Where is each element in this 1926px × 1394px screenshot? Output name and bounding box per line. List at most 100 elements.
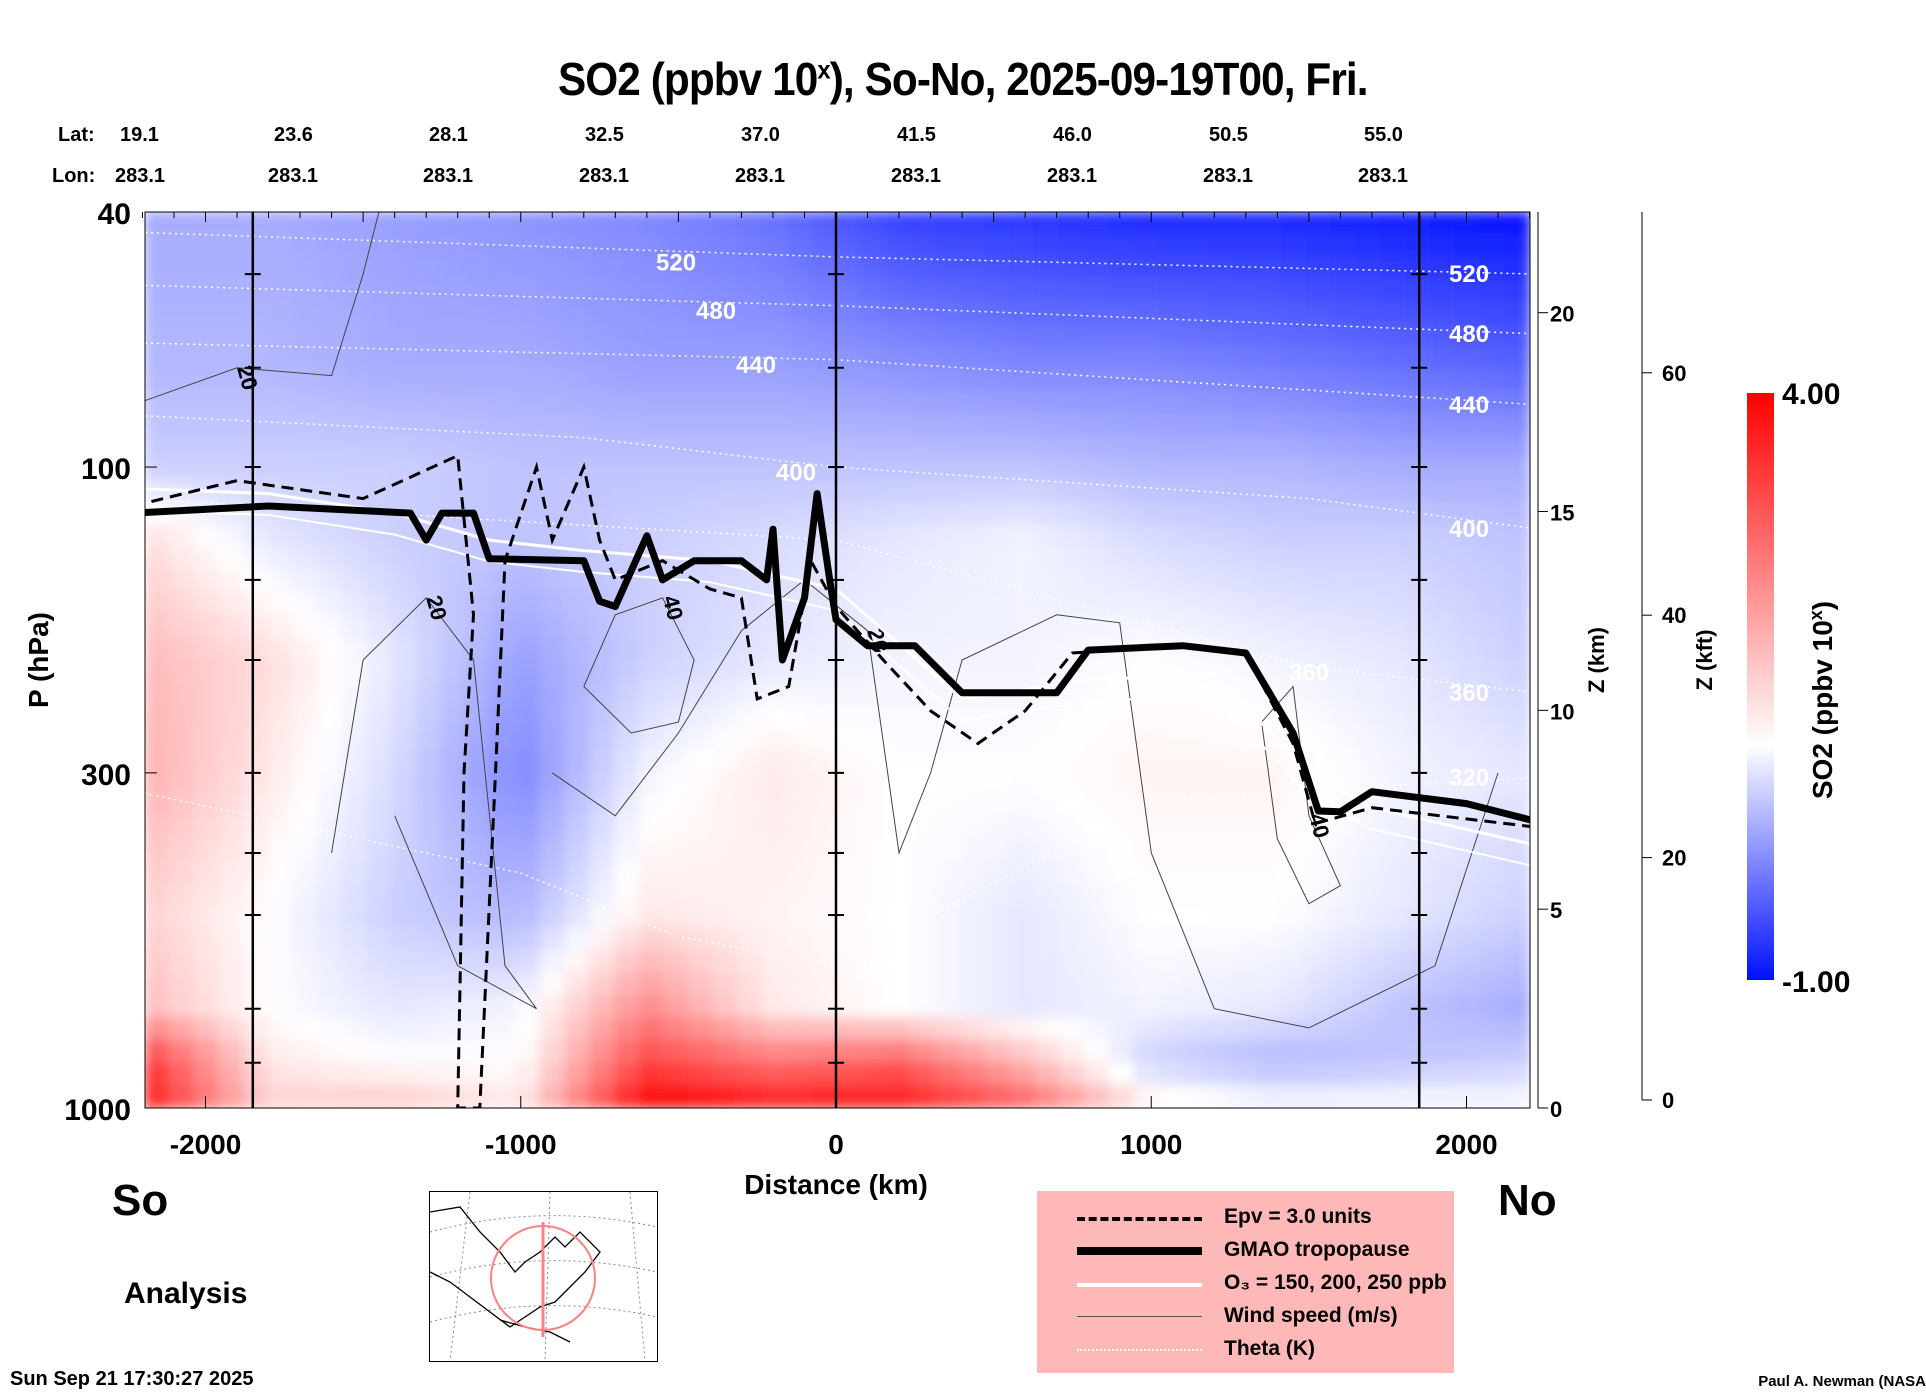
heatmap-cell: [1355, 636, 1383, 661]
heatmap-cell: [218, 278, 245, 303]
heatmap-cell: [1281, 591, 1309, 617]
heatmap-cell: [762, 390, 790, 415]
heatmap-cell: [1281, 950, 1309, 975]
heatmap-cell: [1331, 927, 1358, 953]
heatmap-cell: [836, 726, 864, 751]
heatmap-cell: [490, 905, 517, 930]
heatmap-cell: [564, 748, 592, 773]
heatmap-cell: [539, 726, 567, 751]
heatmap-cell: [613, 457, 641, 482]
heatmap-cell: [737, 838, 765, 863]
heatmap-cell: [1133, 614, 1161, 639]
heatmap-cell: [218, 367, 245, 393]
heatmap-cell: [935, 412, 963, 437]
heatmap-cell: [292, 905, 320, 930]
heatmap-cell: [811, 659, 839, 684]
heatmap-cell: [1108, 703, 1136, 729]
heatmap-cell: [688, 950, 715, 975]
heatmap-cell: [787, 748, 814, 773]
heatmap-cell: [1454, 771, 1482, 796]
heatmap-cell: [762, 681, 790, 706]
heatmap-cell: [193, 569, 221, 594]
heatmap-cell: [1034, 412, 1062, 437]
heatmap-cell: [613, 300, 641, 325]
heatmap-cell: [1479, 412, 1507, 437]
heatmap-cell: [935, 345, 963, 370]
heatmap-cell: [712, 457, 740, 482]
heatmap-cell: [317, 614, 344, 639]
heatmap-cell: [168, 659, 196, 684]
heatmap-cell: [1454, 905, 1482, 930]
heatmap-cell: [1430, 435, 1457, 460]
heatmap-cell: [1059, 1017, 1086, 1042]
heatmap-cell: [1083, 255, 1111, 281]
heatmap-cell: [1083, 972, 1111, 997]
heatmap-cell: [762, 927, 790, 953]
heatmap-cell: [267, 771, 295, 796]
heatmap-cell: [811, 815, 839, 841]
heatmap-cell: [514, 614, 542, 639]
heatmap-cell: [663, 838, 691, 863]
heatmap-cell: [638, 883, 666, 908]
heatmap-cell: [564, 860, 592, 885]
heatmap-cell: [1034, 255, 1062, 281]
heatmap-cell: [861, 771, 888, 796]
heatmap-cell: [1430, 345, 1457, 370]
heatmap-cell: [391, 1039, 419, 1065]
heatmap-cell: [663, 300, 691, 325]
heatmap-cell: [787, 435, 814, 460]
heatmap-cell: [292, 390, 320, 415]
heatmap-cell: [490, 1062, 517, 1087]
heatmap-cell: [1009, 771, 1037, 796]
heatmap-cell: [317, 726, 344, 751]
heatmap-cell: [836, 681, 864, 706]
heatmap-cell: [1059, 569, 1086, 594]
heatmap-cell: [638, 345, 666, 370]
heatmap-cell: [1232, 300, 1259, 325]
heatmap-cell: [589, 681, 616, 706]
heatmap-cell: [1009, 300, 1037, 325]
y-tick-label: 300: [81, 759, 131, 792]
heatmap-cell: [836, 278, 864, 303]
heatmap-cell: [1108, 547, 1136, 572]
heatmap-cell: [1232, 278, 1259, 303]
heatmap-cell: [564, 681, 592, 706]
heatmap-cell: [861, 255, 888, 281]
heatmap-cell: [712, 255, 740, 281]
heatmap-cell: [514, 412, 542, 437]
heatmap-cell: [613, 278, 641, 303]
heatmap-cell: [193, 255, 221, 281]
heatmap-cell: [1281, 233, 1309, 258]
heatmap-cell: [242, 390, 270, 415]
heatmap-cell: [1207, 927, 1235, 953]
heatmap-cell: [440, 323, 468, 348]
heatmap-cell: [145, 591, 171, 617]
heatmap-cell: [762, 748, 790, 773]
heatmap-cell: [960, 614, 987, 639]
analysis-label: Analysis: [124, 1277, 248, 1310]
heatmap-cell: [1158, 1017, 1185, 1042]
heatmap-cell: [1331, 278, 1358, 303]
heatmap-cell: [935, 748, 963, 773]
heatmap-cell: [242, 1084, 270, 1108]
heatmap-cell: [712, 591, 740, 617]
heatmap-cell: [960, 278, 987, 303]
heatmap-cell: [613, 748, 641, 773]
heatmap-cell: [145, 883, 171, 908]
heatmap-cell: [317, 860, 344, 885]
heatmap-cell: [1331, 435, 1358, 460]
heatmap-cell: [1133, 681, 1161, 706]
heatmap-cell: [589, 636, 616, 661]
heatmap-cell: [613, 681, 641, 706]
heatmap-cell: [341, 726, 369, 751]
colorbar-max-label: 4.00: [1782, 378, 1840, 411]
heatmap-cell: [1355, 1084, 1383, 1108]
heatmap-cell: [737, 1039, 765, 1065]
heatmap-cell: [292, 636, 320, 661]
heatmap-cell: [1454, 748, 1482, 773]
heatmap-cell: [218, 659, 245, 684]
heatmap-cell: [960, 1017, 987, 1042]
heatmap-cell: [935, 1062, 963, 1087]
heatmap-cell: [688, 435, 715, 460]
heatmap-cell: [1108, 927, 1136, 953]
